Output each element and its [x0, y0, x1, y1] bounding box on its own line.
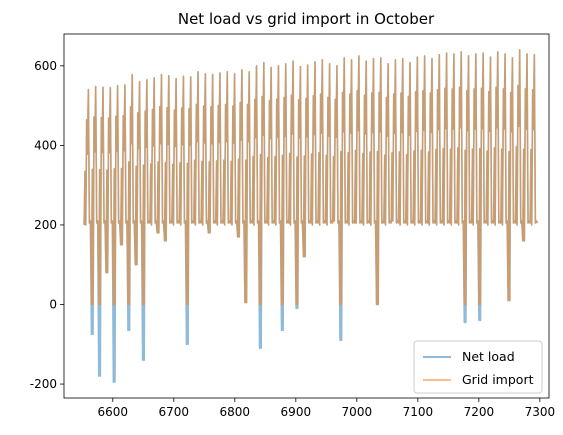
y-tick-label: 400: [34, 138, 57, 152]
y-tick-label: 200: [34, 218, 57, 232]
x-tick-label: 6900: [281, 405, 312, 419]
series-line-grid-import: [84, 50, 537, 305]
x-tick-label: 6700: [159, 405, 190, 419]
x-tick-label: 7200: [464, 405, 495, 419]
y-tick-label: -200: [30, 377, 57, 391]
legend-label-net-load: Net load: [462, 349, 515, 364]
legend: Net load Grid import: [414, 341, 542, 393]
x-tick-label: 7300: [525, 405, 556, 419]
x-tick-label: 7000: [342, 405, 373, 419]
y-tick-label: 600: [34, 59, 57, 73]
x-tick-label: 6800: [220, 405, 251, 419]
legend-label-grid-import: Grid import: [462, 372, 534, 387]
y-tick-label: 0: [49, 298, 57, 312]
x-axis: 6600 6700 6800 6900 7000 7100 7200 7300: [98, 398, 556, 419]
y-axis: -200 0 200 400 600: [30, 59, 64, 391]
chart-title: Net load vs grid import in October: [178, 10, 435, 28]
plot-area: [84, 50, 537, 382]
x-tick-label: 6600: [98, 405, 129, 419]
x-tick-label: 7100: [403, 405, 434, 419]
